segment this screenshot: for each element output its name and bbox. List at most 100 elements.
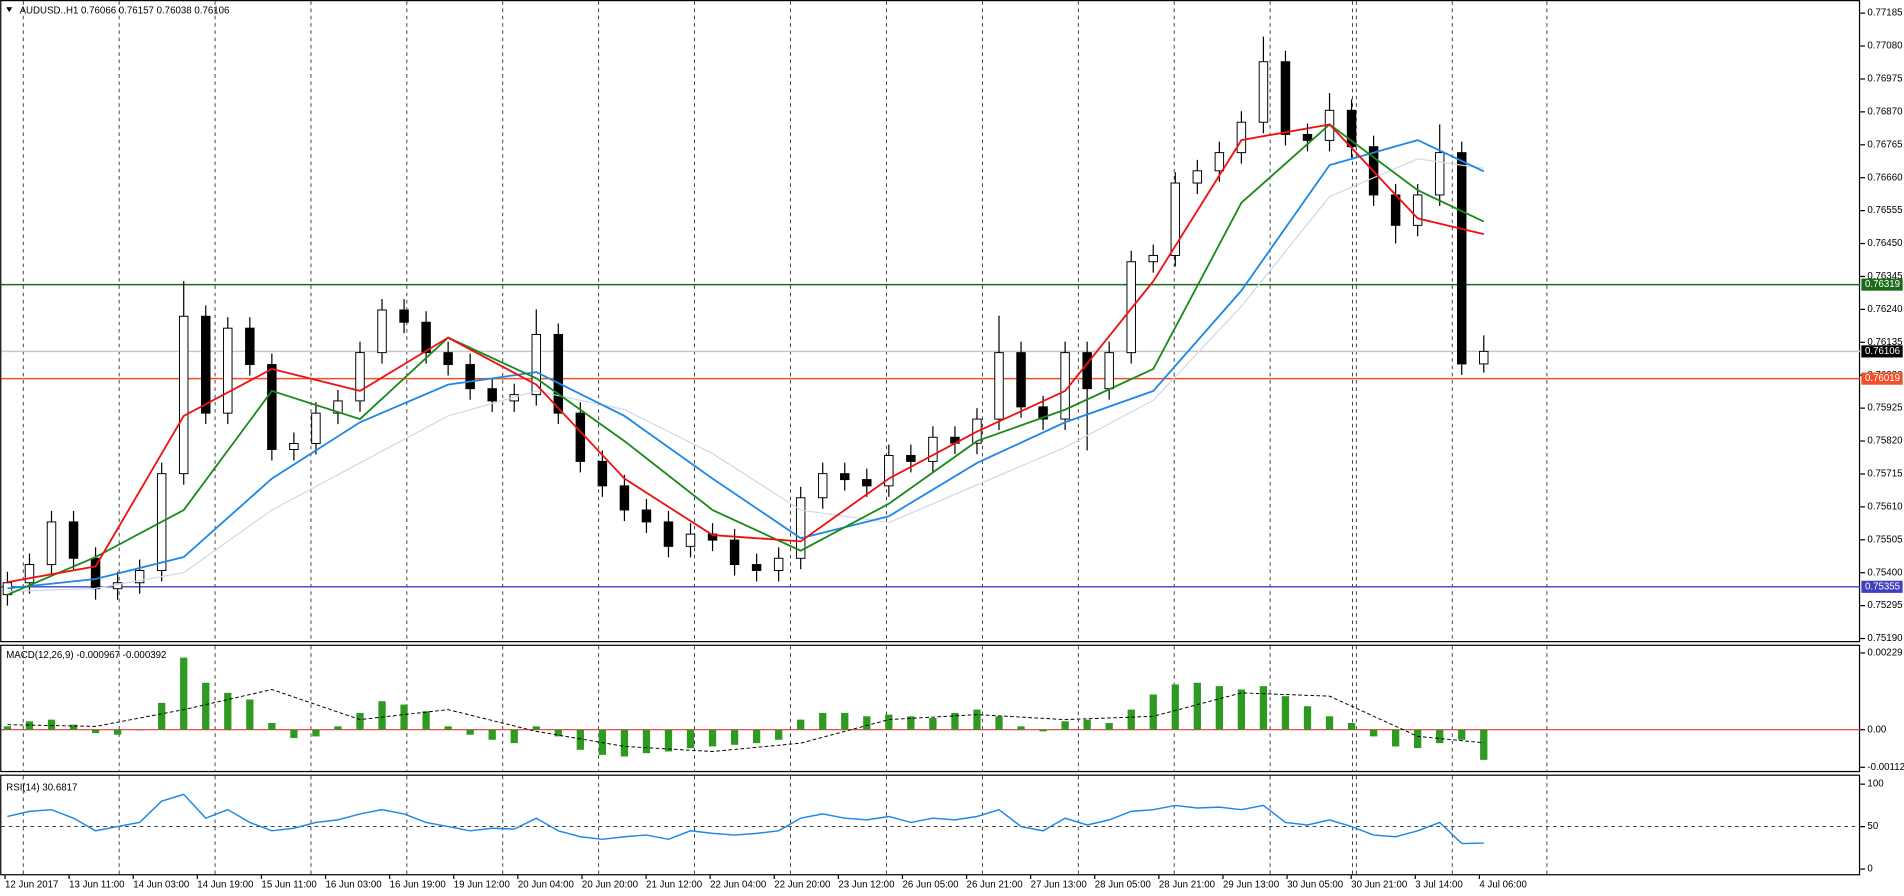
macd-bar <box>819 712 827 730</box>
macd-bar <box>841 712 849 730</box>
macd-bar <box>113 729 122 735</box>
candle-body <box>289 443 299 450</box>
moving-average <box>7 123 1485 596</box>
y-tick-label: 0.00229 <box>1867 647 1902 658</box>
candle-body <box>46 521 57 566</box>
main-panel <box>0 0 1861 643</box>
y-tick-label: 0.77185 <box>1867 8 1902 19</box>
price-box <box>1861 278 1903 291</box>
signal-line <box>7 688 1484 753</box>
macd-bar <box>1303 706 1312 730</box>
candle-body <box>178 315 189 475</box>
menu-arrow <box>6 7 13 13</box>
macd-bar <box>69 724 78 730</box>
macd-bar <box>1149 694 1157 730</box>
y-tick-label: 0.76870 <box>1867 106 1903 117</box>
candle-body <box>134 570 145 584</box>
candle-body <box>795 497 806 559</box>
candle-body <box>1479 350 1489 365</box>
macd-bar <box>1414 729 1422 749</box>
candle-body <box>1104 352 1114 390</box>
candle-body <box>1280 61 1291 135</box>
macd-bar <box>488 729 496 740</box>
macd-bar <box>1436 729 1444 744</box>
y-tick-label: 0.76765 <box>1867 139 1902 150</box>
candle-body <box>1457 152 1467 365</box>
y-tick-label: 50 <box>1867 821 1878 832</box>
macd-bar <box>1215 686 1223 730</box>
x-tick-label: 30 Jun 21:00 <box>1351 880 1408 891</box>
macd-bar <box>1193 682 1201 730</box>
macd-bar <box>356 712 364 730</box>
macd-bar <box>1347 722 1356 730</box>
x-tick-label: 28 Jun 21:00 <box>1159 880 1216 891</box>
rsi-panel <box>0 774 1861 876</box>
macd-bar <box>224 692 232 730</box>
macd-bar <box>378 701 386 730</box>
macd-bar <box>1039 729 1047 732</box>
macd-bar <box>752 729 761 744</box>
candle-body <box>884 454 894 487</box>
panel-title: AUDUSD..H1 0.76066 0.76157 0.76038 0.761… <box>20 5 230 16</box>
panel-title: RSI(14) 30.6817 <box>6 783 77 794</box>
x-tick-label: 13 Jun 11:00 <box>69 880 125 891</box>
macd-bar <box>1480 729 1488 760</box>
macd-bar <box>797 719 805 730</box>
y-tick-label: 0.76660 <box>1867 172 1903 183</box>
macd-bar <box>268 722 276 730</box>
price-box-label: 0.76319 <box>1865 279 1900 290</box>
x-tick-label: 14 Jun 19:00 <box>197 880 254 891</box>
macd-bar <box>422 711 430 730</box>
x-tick-label: 28 Jun 05:00 <box>1095 880 1152 891</box>
macd-bar <box>730 729 739 745</box>
macd-bar <box>1237 689 1246 730</box>
x-tick-label: 21 Jun 12:00 <box>646 880 703 891</box>
candle-body <box>311 412 321 445</box>
candle-body <box>575 412 586 462</box>
candle-body <box>597 460 608 487</box>
candle-body <box>1038 406 1048 420</box>
candle-body <box>663 521 674 547</box>
candle-body <box>619 485 630 511</box>
x-tick-label: 30 Jun 05:00 <box>1287 880 1344 891</box>
y-tick-label: 0.76345 <box>1867 271 1902 282</box>
candle-body <box>928 436 938 462</box>
candle-body <box>1214 152 1225 172</box>
y-tick-label: 0.76135 <box>1867 337 1902 348</box>
candle-body <box>24 564 35 584</box>
x-tick-label: 26 Jun 05:00 <box>902 880 959 891</box>
macd-bar <box>202 682 210 730</box>
macd-bar <box>951 712 959 730</box>
macd-bar <box>1171 684 1179 730</box>
x-tick-label: 29 Jun 13:00 <box>1223 880 1280 891</box>
macd-bar <box>1369 729 1378 737</box>
x-tick-label: 22 Jun 04:00 <box>710 880 767 891</box>
macd-bar <box>642 729 651 754</box>
candle-body <box>685 533 696 547</box>
candle-body <box>399 309 409 323</box>
macd-bar <box>664 729 673 752</box>
y-tick-label: 0.76450 <box>1867 238 1903 249</box>
moving-average <box>7 158 1484 593</box>
y-tick-label: 0.75610 <box>1867 501 1903 512</box>
price-box <box>1861 580 1903 593</box>
y-tick-label: 0.76555 <box>1867 205 1902 216</box>
candle-body <box>1258 61 1269 123</box>
candle-body <box>245 327 255 366</box>
y-tick-label: -0.001122 <box>1867 762 1904 773</box>
macd-bar <box>334 726 342 730</box>
macd-bar <box>136 729 144 731</box>
macd-bar <box>708 729 717 747</box>
x-tick-label: 12 Jun 2017 <box>5 880 58 891</box>
x-tick-label: 15 Jun 11:00 <box>261 880 317 891</box>
candle-body <box>906 454 916 462</box>
candle-body <box>994 352 1004 420</box>
price-box-label: 0.75355 <box>1865 581 1900 592</box>
macd-bar <box>532 726 540 730</box>
x-tick-label: 4 Jul 06:00 <box>1479 880 1527 891</box>
candle-body <box>840 473 850 481</box>
candle-body <box>1236 121 1247 154</box>
y-tick-label: 0.75400 <box>1867 567 1903 578</box>
y-tick-label: 0.77080 <box>1867 41 1903 52</box>
